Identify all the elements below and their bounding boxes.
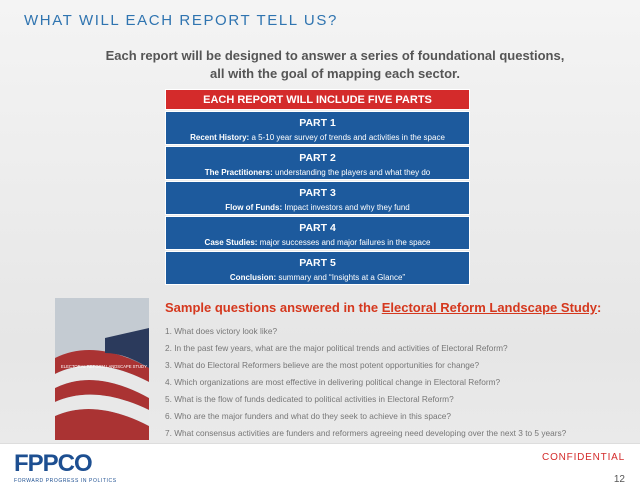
question: 6. Who are the major funders and what do… (165, 411, 451, 421)
study-link: Electoral Reform Landscape Study (381, 300, 598, 315)
part-label: Case Studies: (204, 238, 258, 247)
part-desc: Conclusion: summary and “Insights at a G… (166, 273, 469, 282)
part-label: The Practitioners: (204, 168, 273, 177)
question: 1. What does victory look like? (165, 326, 278, 336)
footer (0, 443, 640, 495)
part-desc: Flow of Funds: Impact investors and why … (166, 203, 469, 212)
question: 3. What do Electoral Reformers believe a… (165, 360, 480, 370)
part-box: PART 4 Case Studies: major successes and … (165, 216, 470, 250)
part-title: PART 1 (299, 117, 336, 129)
part-desc: The Practitioners: understanding the pla… (166, 168, 469, 177)
part-title: PART 3 (299, 187, 336, 199)
part-text: a 5-10 year survey of trends and activit… (251, 133, 445, 142)
part-text: Impact investors and why they fund (284, 203, 410, 212)
title: WHAT WILL EACH REPORT TELL US? (24, 12, 338, 29)
intro-line: Each report will be designed to answer a… (105, 48, 565, 63)
part-text: major successes and major failures in th… (259, 238, 431, 247)
page-number: 12 (613, 474, 625, 485)
part-title: PART 5 (299, 257, 336, 269)
part-title: PART 2 (299, 152, 336, 164)
part-label: Conclusion: (229, 273, 277, 282)
part-title: PART 4 (299, 222, 336, 234)
part-text: summary and “Insights at a Glance” (278, 273, 406, 282)
intro-line: all with the goal of mapping each sector… (210, 66, 460, 81)
part-box: PART 5 Conclusion: summary and “Insights … (165, 251, 470, 285)
question: 5. What is the flow of funds dedicated t… (165, 394, 454, 404)
question: 7. What consensus activities are funders… (165, 428, 567, 438)
question: 2. In the past few years, what are the m… (165, 343, 508, 353)
confidential: CONFIDENTIAL (542, 452, 625, 463)
part-box: PART 2 The Practitioners: understanding t… (165, 146, 470, 180)
tagline: FORWARD PROGRESS IN POLITICS (14, 478, 117, 484)
heading-colon: : (597, 300, 602, 315)
part-text: understanding the players and what they … (275, 168, 431, 177)
part-label: Recent History: (190, 133, 250, 142)
part-box: PART 1 Recent History: a 5-10 year survey… (165, 111, 470, 145)
part-box: PART 3 Flow of Funds: Impact investors an… (165, 181, 470, 215)
logo: FPPCO (14, 450, 93, 477)
banner: EACH REPORT WILL INCLUDE FIVE PARTS (165, 89, 470, 110)
questions-heading: Sample questions answered in the Elector… (165, 300, 601, 315)
part-label: Flow of Funds: (225, 203, 283, 212)
question: 4. Which organizations are most effectiv… (165, 377, 501, 387)
cover-image: ELECTORAL REFORM LANDSCAPE STUDY (55, 298, 149, 440)
heading-text: Sample questions answered in the (165, 300, 382, 315)
part-desc: Recent History: a 5-10 year survey of tr… (166, 133, 469, 142)
part-desc: Case Studies: major successes and major … (166, 238, 469, 247)
cover-label: ELECTORAL REFORM LANDSCAPE STUDY (61, 364, 147, 369)
